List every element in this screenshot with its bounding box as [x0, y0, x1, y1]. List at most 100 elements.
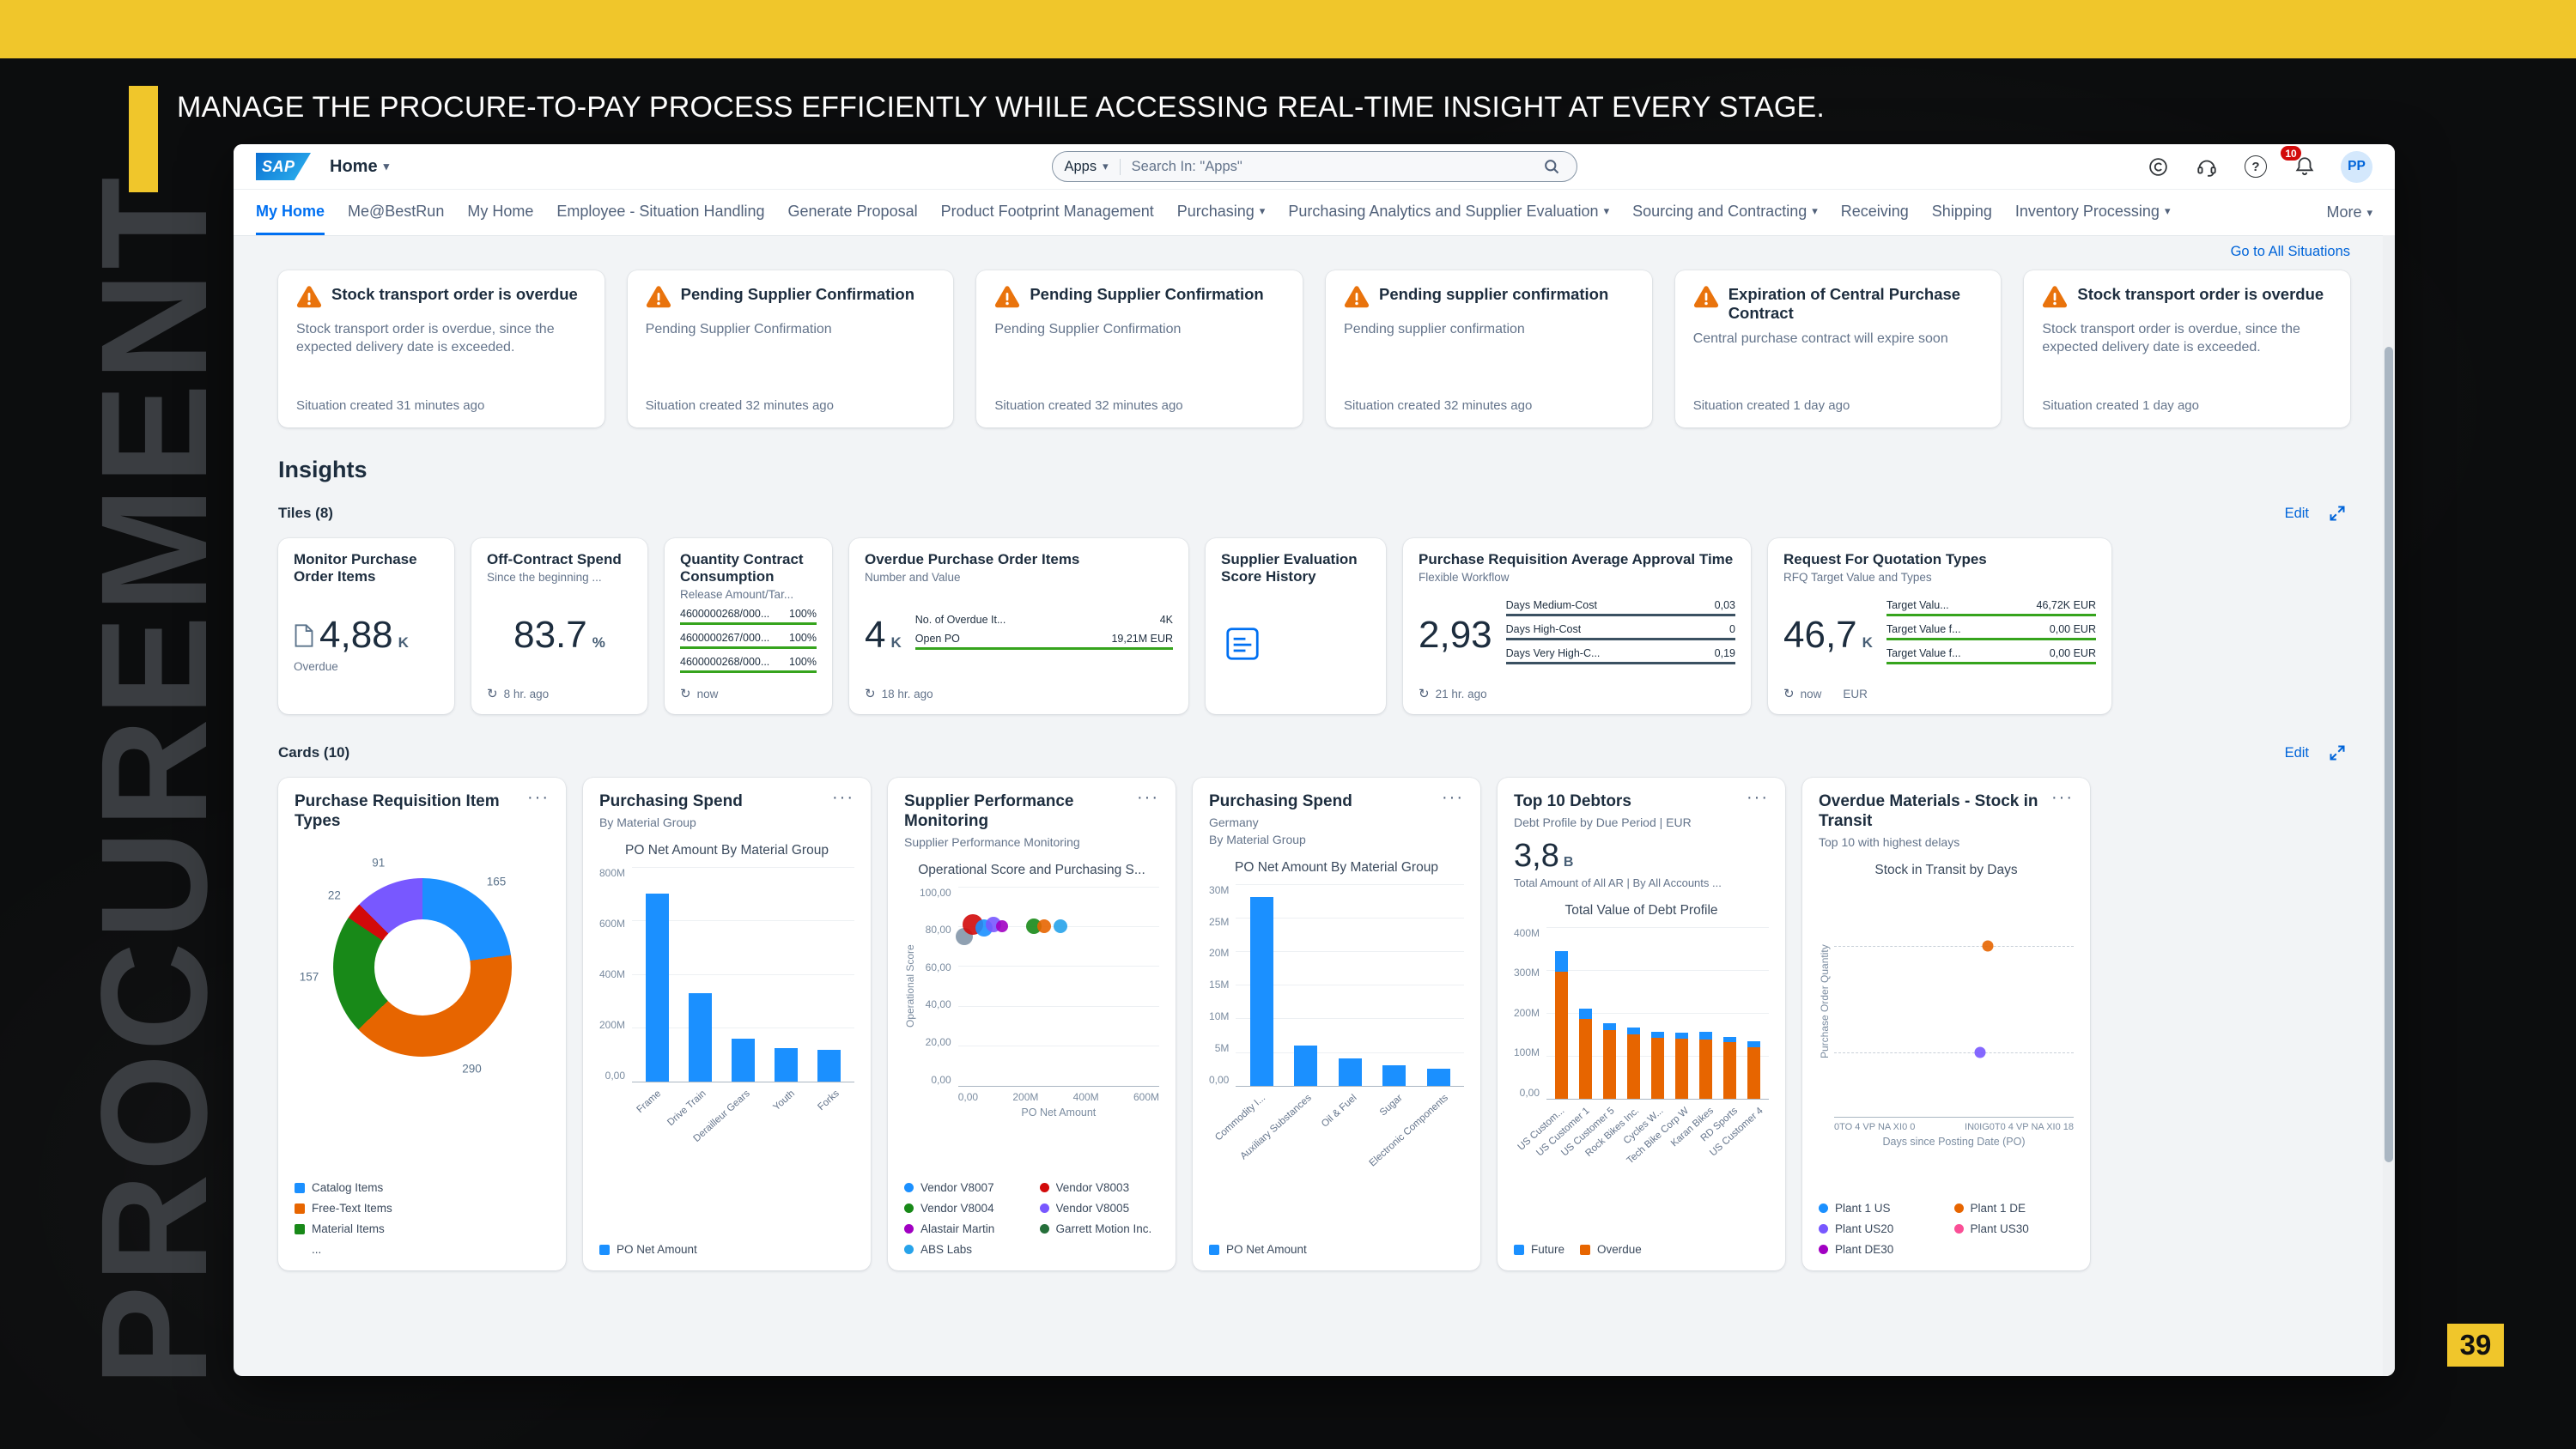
card-top-10-debtors[interactable]: Top 10 Debtors ··· Debt Profile by Due P…: [1498, 778, 1785, 1270]
situation-card-3[interactable]: Pending supplier confirmation Pending sup…: [1326, 270, 1652, 427]
nav-tabs: My Home Me@BestRun My Home Employee - Situa…: [256, 190, 2309, 235]
legend-item[interactable]: Material Items: [295, 1222, 550, 1235]
card-purchasing-spend[interactable]: Purchasing Spend ··· By Material Group P…: [583, 778, 871, 1270]
legend-item[interactable]: Plant US30: [1953, 1222, 2075, 1235]
situation-card-5[interactable]: Stock transport order is overdue Stock tr…: [2024, 270, 2351, 427]
legend-item[interactable]: Plant US20: [1819, 1222, 1939, 1235]
card-subtitle: Top 10 with highest delays: [1819, 834, 1960, 849]
nav-tab-0[interactable]: My Home: [256, 190, 325, 235]
nav-tab-1[interactable]: Me@BestRun: [348, 190, 444, 235]
bar-segment-overdue: [1747, 1046, 1760, 1099]
gridline-dashed: [1834, 946, 2074, 948]
tile-row: Target Value f... 0,00 EUR: [1886, 647, 2096, 664]
avatar[interactable]: PP: [2341, 150, 2372, 183]
chevron-down-icon: ▾: [1259, 204, 1266, 217]
legend-item[interactable]: Vendor V8005: [1039, 1202, 1160, 1215]
nav-tab-8[interactable]: Sourcing and Contracting ▾: [1632, 190, 1818, 235]
warning-icon: [994, 285, 1020, 313]
bar: [1382, 1065, 1406, 1086]
go-to-all-situations-link[interactable]: Go to All Situations: [2230, 244, 2350, 259]
card-purchase-requisition-item-types[interactable]: Purchase Requisition Item Types ··· 165 2…: [278, 778, 566, 1270]
assistant-icon[interactable]: [2145, 154, 2171, 179]
edit-tiles-link[interactable]: Edit: [2284, 505, 2309, 521]
search-scope-select[interactable]: Apps ▾: [1065, 158, 1121, 175]
situation-card-0[interactable]: Stock transport order is overdue Stock tr…: [278, 270, 605, 427]
situation-card-2[interactable]: Pending Supplier Confirmation Pending Sup…: [976, 270, 1303, 427]
tile-subtitle: Since the beginning ...: [487, 571, 602, 585]
legend-label: Vendor V8004: [920, 1202, 994, 1215]
legend-item[interactable]: ...: [295, 1243, 550, 1256]
situation-card-4[interactable]: Expiration of Central Purchase Contract C…: [1674, 270, 2002, 427]
nav-tab-7[interactable]: Purchasing Analytics and Supplier Evalua…: [1288, 190, 1609, 235]
situation-card-1[interactable]: Pending Supplier Confirmation Pending Sup…: [627, 270, 954, 427]
card-menu-icon[interactable]: ···: [1442, 788, 1464, 807]
nav-tab-10[interactable]: Shipping: [1932, 190, 1992, 235]
home-menu[interactable]: Home ▾: [330, 157, 389, 177]
nav-tab-3[interactable]: Employee - Situation Handling: [556, 190, 764, 235]
nav-more[interactable]: More ▾: [2326, 190, 2372, 235]
card-menu-icon[interactable]: ···: [2051, 788, 2074, 807]
headset-icon[interactable]: [2194, 154, 2220, 179]
legend-item[interactable]: Plant DE30: [1819, 1243, 1939, 1256]
legend-item[interactable]: Future: [1514, 1243, 1564, 1256]
legend-item[interactable]: Free-Text Items: [295, 1202, 550, 1215]
legend-item[interactable]: ABS Labs: [904, 1243, 1024, 1256]
nav-tab-5[interactable]: Product Footprint Management: [941, 190, 1154, 235]
legend-item[interactable]: Vendor V8007: [904, 1181, 1024, 1194]
nav-tab-4[interactable]: Generate Proposal: [788, 190, 918, 235]
expand-icon[interactable]: [2324, 740, 2350, 766]
legend-item[interactable]: Catalog Items: [295, 1181, 550, 1194]
legend-item[interactable]: PO Net Amount: [599, 1243, 697, 1256]
title-accent-bar: [129, 86, 158, 192]
y-axis-tick: 25M: [1209, 915, 1230, 928]
tile-title: Request For Quotation Types: [1783, 551, 1987, 567]
legend-item[interactable]: Vendor V8003: [1039, 1181, 1160, 1194]
chart-title: Total Value of Debt Profile: [1564, 902, 1718, 918]
legend-item[interactable]: Garrett Motion Inc.: [1039, 1222, 1160, 1235]
sap-logo[interactable]: SAP: [256, 153, 311, 180]
legend-label: Alastair Martin: [920, 1222, 995, 1235]
nav-tab-9[interactable]: Receiving: [1841, 190, 1909, 235]
search-input[interactable]: Search In: "Apps": [1131, 158, 1242, 174]
tile-off-contract-spend[interactable]: Off-Contract Spend Since the beginning .…: [471, 538, 647, 714]
tile-quantity-contract-consumption[interactable]: Quantity Contract Consumption Release Am…: [665, 538, 832, 714]
nav-tab-11[interactable]: Inventory Processing ▾: [2015, 190, 2171, 235]
donut-chart: 165 290 157 22 91: [295, 832, 550, 1096]
search-icon[interactable]: [1539, 154, 1564, 179]
tile-request-for-quotation-types[interactable]: Request For Quotation Types RFQ Target V…: [1768, 538, 2111, 714]
legend-item[interactable]: Plant 1 US: [1819, 1202, 1939, 1215]
tile-title: Purchase Requisition Average Approval Ti…: [1419, 551, 1734, 567]
legend-item[interactable]: Overdue: [1580, 1243, 1642, 1256]
legend-item[interactable]: Vendor V8004: [904, 1202, 1024, 1215]
card-menu-icon[interactable]: ···: [1747, 788, 1769, 807]
expand-icon[interactable]: [2324, 500, 2350, 526]
card-supplier-performance-monitoring[interactable]: Supplier Performance Monitoring ··· Supp…: [888, 778, 1176, 1270]
edit-cards-link[interactable]: Edit: [2284, 744, 2309, 761]
tile-overdue-purchase-order-items[interactable]: Overdue Purchase Order Items Number and …: [849, 538, 1188, 714]
help-icon[interactable]: ?: [2243, 154, 2269, 179]
nav-bar: My Home Me@BestRun My Home Employee - Situa…: [234, 190, 2395, 236]
search-bar[interactable]: Apps ▾ Search In: "Apps": [1051, 151, 1577, 182]
chart-legend: Future Overdue: [1514, 1233, 1769, 1256]
scrollbar[interactable]: [2385, 347, 2393, 1162]
legend-item[interactable]: Alastair Martin: [904, 1222, 1024, 1235]
chart-legend: Vendor V8007 Vendor V8003 Vendor V8004 Vend…: [904, 1171, 1159, 1256]
tile-supplier-evaluation-score-history[interactable]: Supplier Evaluation Score History: [1206, 538, 1386, 714]
card-overdue-materials-stock-in-transit[interactable]: Overdue Materials - Stock in Transit ···…: [1802, 778, 2090, 1270]
nav-tab-6[interactable]: Purchasing ▾: [1177, 190, 1266, 235]
tile-purchase-requisition-average-approval-time[interactable]: Purchase Requisition Average Approval Ti…: [1403, 538, 1751, 714]
card-menu-icon[interactable]: ···: [832, 788, 854, 807]
y-axis-tick: 400M: [1514, 926, 1540, 939]
tile-monitor-purchase-order-items[interactable]: Monitor Purchase Order Items 4,88 K Overd…: [278, 538, 454, 714]
situation-title: Stock transport order is overdue: [2077, 285, 2324, 303]
scatter-chart: Purchase Order Quantity 0TO 4 VP NA XI0 0…: [1819, 887, 2074, 1148]
bar-segment-future: [1603, 1023, 1617, 1030]
card-purchasing-spend-germany[interactable]: Purchasing Spend ··· Germany By Material…: [1193, 778, 1480, 1270]
notifications-icon[interactable]: 10: [2281, 146, 2318, 179]
card-menu-icon[interactable]: ···: [527, 788, 550, 807]
legend-item[interactable]: PO Net Amount: [1209, 1243, 1307, 1256]
nav-tab-2[interactable]: My Home: [467, 190, 533, 235]
insight-cards: Purchase Requisition Item Types ··· 165 2…: [278, 778, 2350, 1305]
legend-item[interactable]: Plant 1 DE: [1953, 1202, 2075, 1215]
card-menu-icon[interactable]: ···: [1137, 788, 1159, 807]
